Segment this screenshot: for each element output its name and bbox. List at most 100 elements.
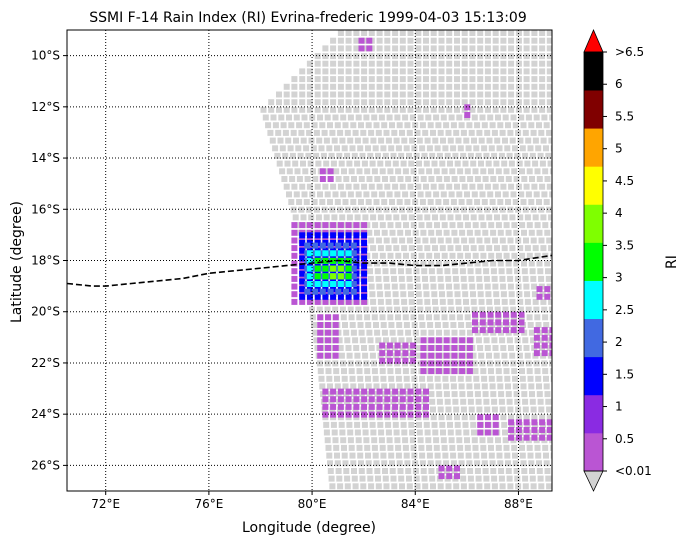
swath-pixel bbox=[290, 206, 297, 213]
rain-pixel bbox=[330, 273, 337, 280]
swath-pixel bbox=[430, 91, 437, 98]
swath-pixel bbox=[482, 176, 489, 182]
swath-pixel bbox=[432, 429, 439, 436]
swath-pixel bbox=[371, 368, 378, 375]
swath-pixel bbox=[357, 452, 364, 459]
swath-pixel bbox=[351, 468, 357, 474]
swath-pixel bbox=[418, 314, 425, 321]
swath-pixel bbox=[474, 468, 481, 474]
swath-pixel bbox=[359, 337, 366, 344]
swath-pixel bbox=[492, 345, 499, 351]
swath-pixel bbox=[539, 99, 546, 106]
swath-pixel bbox=[455, 214, 462, 221]
swath-pixel bbox=[318, 145, 325, 152]
swath-pixel bbox=[406, 275, 413, 282]
swath-pixel bbox=[345, 60, 352, 67]
swath-pixel bbox=[441, 314, 448, 321]
swath-pixel bbox=[399, 83, 406, 90]
swath-pixel bbox=[335, 176, 342, 182]
rain-pixel bbox=[443, 345, 450, 351]
rain-pixel bbox=[454, 473, 460, 480]
swath-pixel bbox=[515, 68, 522, 75]
rain-pixel bbox=[330, 403, 337, 410]
rain-pixel bbox=[314, 273, 321, 280]
swath-pixel bbox=[462, 291, 469, 298]
swath-pixel bbox=[311, 322, 317, 328]
rain-pixel bbox=[325, 329, 331, 336]
swath-pixel bbox=[473, 145, 480, 152]
rain-pixel bbox=[353, 403, 360, 410]
swath-pixel bbox=[531, 291, 538, 298]
swath-pixel bbox=[372, 375, 379, 382]
swath-pixel bbox=[542, 222, 549, 229]
swath-pixel bbox=[353, 30, 360, 36]
swath-pixel bbox=[337, 99, 344, 106]
swath-pixel bbox=[449, 168, 456, 175]
swath-pixel bbox=[292, 160, 299, 167]
swath-pixel bbox=[441, 444, 448, 451]
swath-pixel bbox=[300, 137, 307, 144]
swath-pixel bbox=[416, 245, 423, 252]
swath-pixel bbox=[430, 30, 437, 36]
swath-pixel bbox=[380, 145, 387, 152]
swath-pixel bbox=[347, 114, 354, 121]
swath-pixel bbox=[426, 168, 433, 175]
colorbar-tick-label: 1.5 bbox=[615, 367, 634, 381]
rain-pixel bbox=[345, 388, 352, 395]
rain-pixel bbox=[386, 342, 393, 349]
swath-pixel bbox=[361, 68, 368, 75]
swath-pixel bbox=[549, 191, 552, 198]
rain-pixel bbox=[343, 288, 349, 295]
swath-pixel bbox=[345, 91, 352, 98]
swath-pixel bbox=[414, 206, 421, 213]
swath-pixel bbox=[269, 137, 276, 144]
swath-pixel bbox=[546, 37, 552, 44]
chart-title: SSMI F-14 Rain Index (RI) Evrina-frederi… bbox=[89, 10, 527, 26]
swath-pixel bbox=[466, 122, 473, 129]
swath-pixel bbox=[531, 106, 538, 113]
swath-pixel bbox=[375, 152, 381, 159]
rain-pixel bbox=[428, 368, 435, 375]
swath-pixel bbox=[453, 406, 460, 413]
swath-pixel bbox=[312, 176, 319, 182]
swath-pixel bbox=[461, 183, 468, 190]
swath-pixel bbox=[541, 114, 548, 121]
swath-pixel bbox=[367, 152, 374, 159]
swath-pixel bbox=[402, 444, 409, 451]
swath-pixel bbox=[528, 229, 535, 236]
swath-pixel bbox=[389, 229, 396, 236]
swath-pixel bbox=[499, 337, 506, 344]
swath-pixel bbox=[265, 122, 272, 129]
swath-pixel bbox=[366, 329, 373, 336]
swath-pixel bbox=[541, 191, 548, 198]
rain-pixel bbox=[322, 298, 329, 305]
swath-pixel bbox=[544, 260, 551, 267]
rain-pixel bbox=[484, 414, 491, 421]
swath-pixel bbox=[362, 429, 369, 436]
swath-pixel bbox=[361, 106, 368, 113]
rain-pixel bbox=[423, 411, 429, 418]
swath-pixel bbox=[353, 99, 360, 106]
swath-pixel bbox=[336, 152, 343, 159]
swath-pixel bbox=[358, 468, 365, 474]
swath-pixel bbox=[433, 114, 440, 121]
swath-pixel bbox=[370, 298, 377, 305]
rain-pixel bbox=[368, 403, 375, 410]
swath-pixel bbox=[420, 176, 427, 182]
swath-pixel bbox=[272, 145, 279, 152]
swath-pixel bbox=[381, 383, 388, 390]
swath-pixel bbox=[544, 468, 551, 474]
swath-pixel bbox=[299, 91, 306, 98]
swath-pixel bbox=[430, 99, 437, 106]
swath-pixel bbox=[437, 275, 444, 282]
swath-pixel bbox=[470, 291, 476, 298]
rain-pixel bbox=[330, 232, 337, 239]
swath-pixel bbox=[471, 191, 478, 198]
swath-pixel bbox=[340, 114, 347, 121]
rain-pixel bbox=[376, 396, 383, 403]
swath-pixel bbox=[490, 260, 497, 267]
swath-pixel bbox=[339, 214, 346, 221]
rain-pixel bbox=[330, 250, 337, 257]
rain-pixel bbox=[306, 273, 313, 280]
swath-pixel bbox=[432, 137, 439, 144]
